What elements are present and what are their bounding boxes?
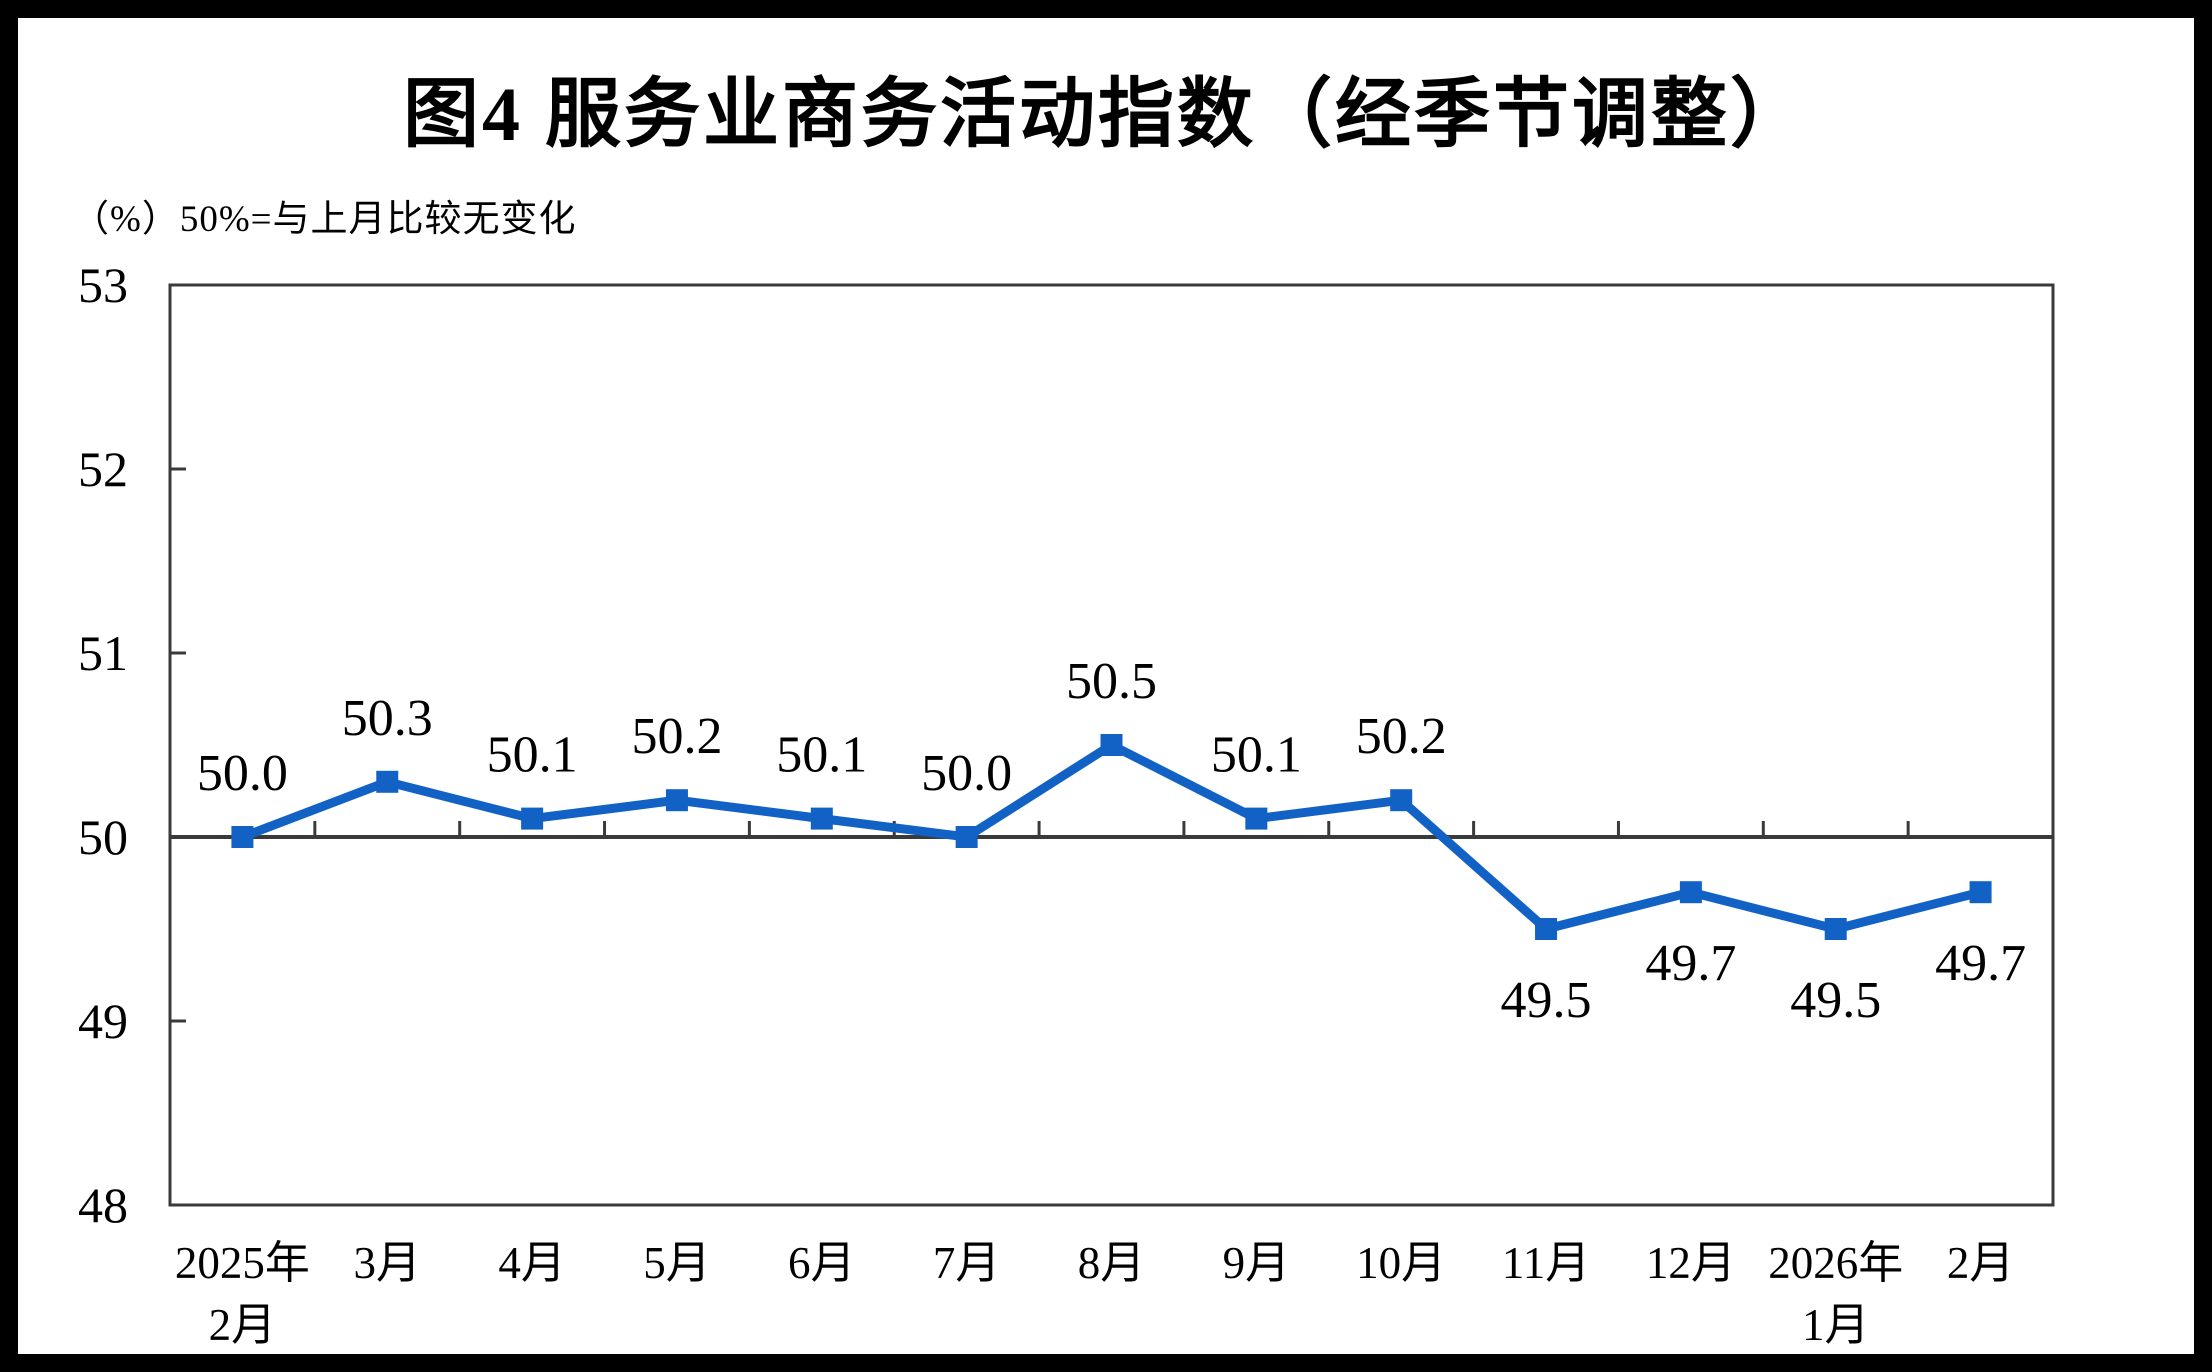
x-tick-label: 3月	[354, 1238, 422, 1288]
data-point-marker	[1390, 789, 1413, 812]
data-point-label: 50.1	[776, 727, 867, 784]
data-point-label: 49.5	[1790, 972, 1881, 1029]
data-point-marker	[1824, 918, 1847, 940]
data-point-marker	[665, 789, 688, 812]
data-point-label: 50.5	[1066, 653, 1157, 710]
data-point-label: 50.2	[631, 708, 722, 765]
y-tick-label: 50	[78, 809, 128, 865]
plot-border	[168, 283, 2055, 1207]
chart-canvas	[18, 18, 2194, 1354]
data-point-label: 49.7	[1935, 935, 2026, 992]
data-point-marker	[955, 826, 978, 848]
x-tick-label: 2025年	[175, 1238, 310, 1288]
x-tick-label: 6月	[788, 1238, 856, 1288]
data-point-marker	[1969, 881, 1992, 904]
data-point-marker	[376, 770, 399, 793]
x-tick-label: 7月	[933, 1238, 1001, 1288]
x-tick-label: 8月	[1078, 1238, 1146, 1288]
data-point-marker	[810, 807, 833, 830]
x-tick-label: 5月	[643, 1238, 711, 1288]
y-tick-label: 52	[78, 441, 128, 497]
data-point-marker	[231, 826, 254, 848]
data-point-label: 50.2	[1356, 708, 1447, 765]
data-point-label: 50.1	[1211, 727, 1302, 784]
x-tick-label: 2月	[1947, 1238, 2015, 1288]
data-point-label: 50.3	[342, 690, 433, 747]
data-point-marker	[1679, 881, 1702, 904]
x-tick-label: 9月	[1223, 1238, 1291, 1288]
data-point-label: 50.1	[487, 727, 578, 784]
x-tick-label: 2月	[209, 1300, 277, 1350]
data-point-marker	[1535, 918, 1558, 940]
data-point-label: 49.5	[1501, 972, 1592, 1029]
data-point-marker	[1245, 807, 1268, 830]
y-tick-label: 51	[78, 625, 128, 681]
x-tick-label: 11月	[1502, 1238, 1590, 1288]
data-point-marker	[1100, 734, 1123, 756]
chart-title: 图4 服务业商务活动指数（经季节调整）	[403, 73, 1809, 157]
x-tick-label: 12月	[1646, 1238, 1736, 1288]
x-tick-label: 10月	[1356, 1238, 1446, 1288]
data-point-label: 49.7	[1645, 935, 1736, 992]
y-tick-label: 48	[78, 1177, 128, 1233]
y-tick-label: 49	[78, 993, 128, 1049]
axis-unit-note: （%）50%=与上月比较无变化	[72, 199, 577, 240]
data-point-marker	[521, 807, 544, 830]
data-point-label: 50.0	[921, 745, 1012, 802]
x-tick-label: 1月	[1802, 1300, 1870, 1350]
x-tick-label: 2026年	[1768, 1238, 1903, 1288]
data-point-label: 50.0	[197, 745, 288, 802]
x-tick-label: 4月	[498, 1238, 566, 1288]
y-tick-label: 53	[78, 257, 128, 313]
